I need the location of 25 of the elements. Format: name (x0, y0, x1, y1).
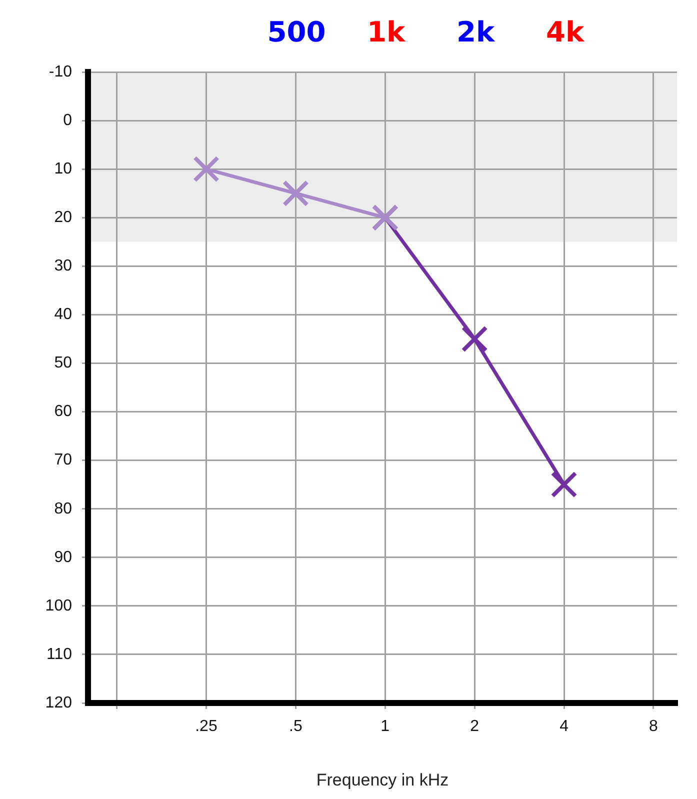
y-tick-label: 50 (54, 354, 72, 372)
x-tick-label: 1 (380, 718, 390, 736)
y-tick-label: 100 (45, 597, 72, 614)
x-axis-title: Frequency in kHz (316, 770, 449, 790)
x-tick-label: .5 (289, 718, 302, 736)
y-tick-label: 80 (54, 500, 72, 518)
x-tick-label: 2 (470, 718, 480, 736)
x-tick-label: .25 (195, 718, 218, 736)
y-tick-label: 90 (54, 548, 72, 566)
y-tick-label: 70 (54, 452, 72, 469)
text: 500 (267, 15, 326, 48)
text: 1k (366, 15, 406, 48)
y-tick-label: 40 (54, 306, 72, 324)
y-tick-label: 30 (54, 258, 72, 275)
y-tick-label: 20 (54, 209, 72, 226)
y-tick-label: -10 (48, 63, 72, 80)
y-tick-label: 120 (45, 694, 72, 712)
y-tick-label: 10 (54, 160, 72, 178)
x-tick-label: 8 (649, 718, 658, 736)
text: 4k (546, 15, 586, 48)
y-tick-label: 60 (54, 403, 72, 420)
text: 2k (456, 15, 496, 48)
y-tick-label: 110 (46, 646, 72, 663)
x-tick-label: 4 (560, 718, 569, 736)
y-tick-label: 0 (63, 112, 72, 129)
